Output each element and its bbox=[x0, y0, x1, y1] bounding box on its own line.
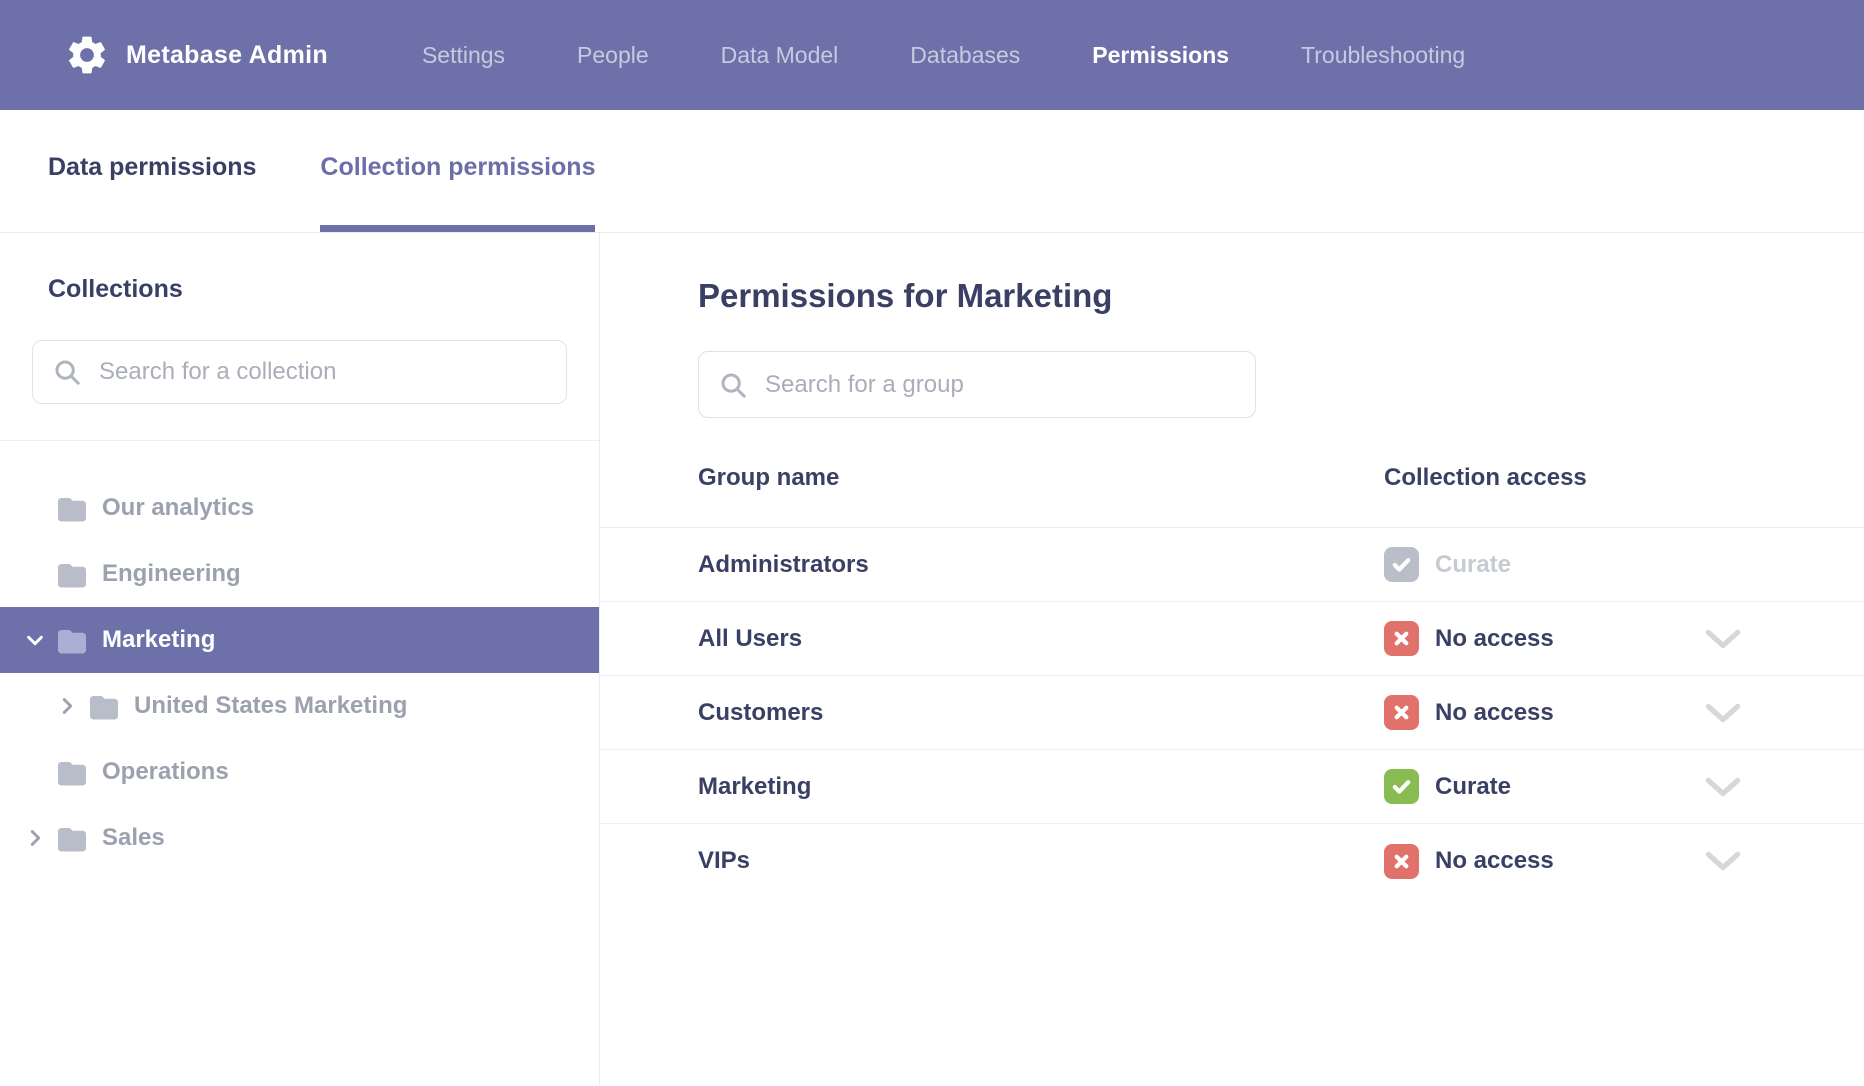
table-header: Group name Collection access bbox=[600, 418, 1864, 528]
page-title: Permissions for Marketing bbox=[698, 277, 1113, 314]
expander-spacer bbox=[22, 495, 48, 521]
nav-item-people[interactable]: People bbox=[577, 41, 649, 68]
folder-icon bbox=[56, 495, 88, 522]
sidebar-item-operations[interactable]: Operations bbox=[0, 739, 599, 805]
chevron-down-icon[interactable] bbox=[22, 627, 48, 653]
collection-label: Marketing bbox=[102, 626, 216, 653]
collection-searchbox bbox=[32, 340, 567, 404]
access-dropdown-chevron-icon[interactable] bbox=[1704, 628, 1742, 650]
sidebar-item-engineering[interactable]: Engineering bbox=[0, 541, 599, 607]
sidebar-item-united-states-marketing[interactable]: United States Marketing bbox=[0, 673, 599, 739]
chevron-right-icon[interactable] bbox=[54, 693, 80, 719]
expander-spacer bbox=[22, 759, 48, 785]
collection-access-cell[interactable]: No access bbox=[1384, 824, 1554, 898]
collection-access-cell[interactable]: No access bbox=[1384, 602, 1554, 675]
nav-item-troubleshooting[interactable]: Troubleshooting bbox=[1301, 41, 1466, 68]
curate-badge-icon[interactable] bbox=[1384, 769, 1419, 804]
group-name: All Users bbox=[698, 624, 803, 652]
folder-icon bbox=[88, 693, 120, 720]
access-label: No access bbox=[1435, 847, 1554, 874]
table-row-all-users: All Users No access bbox=[600, 602, 1864, 676]
brand-title[interactable]: Metabase Admin bbox=[126, 40, 328, 69]
collections-tree: Our analytics Engineering Marketing United … bbox=[0, 475, 599, 871]
sidebar-item-marketing[interactable]: Marketing bbox=[0, 607, 599, 673]
tab-collection-permissions[interactable]: Collection permissions bbox=[320, 110, 596, 232]
sidebar-item-sales[interactable]: Sales bbox=[0, 805, 599, 871]
access-label: No access bbox=[1435, 624, 1554, 652]
chevron-right-icon[interactable] bbox=[22, 825, 48, 851]
access-dropdown-chevron-icon[interactable] bbox=[1704, 702, 1742, 724]
sidebar-item-our-analytics[interactable]: Our analytics bbox=[0, 475, 599, 541]
collection-search-input[interactable] bbox=[32, 340, 567, 404]
no-access-badge-icon[interactable] bbox=[1384, 843, 1419, 879]
folder-icon bbox=[56, 759, 88, 786]
collection-access-cell[interactable]: No access bbox=[1384, 676, 1554, 749]
group-name: Administrators bbox=[698, 550, 869, 578]
folder-icon bbox=[56, 561, 88, 588]
permissions-panel: Permissions for Marketing Group name Col… bbox=[600, 233, 1864, 1085]
permissions-tabbar: Data permissions Collection permissions bbox=[0, 110, 1864, 233]
column-header-collection-access: Collection access bbox=[1384, 464, 1587, 491]
table-row-customers: Customers No access bbox=[600, 676, 1864, 750]
permissions-table-body: Administrators Curate All Users No access Cu… bbox=[600, 528, 1864, 898]
expander-spacer bbox=[22, 561, 48, 587]
sidebar-heading: Collections bbox=[48, 275, 183, 303]
nav-item-data-model[interactable]: Data Model bbox=[720, 41, 839, 68]
group-searchbox bbox=[698, 351, 1256, 418]
collection-label: Operations bbox=[102, 758, 229, 785]
access-dropdown-chevron-icon[interactable] bbox=[1704, 776, 1742, 798]
no-access-badge-icon[interactable] bbox=[1384, 695, 1419, 730]
group-search-input[interactable] bbox=[698, 351, 1256, 418]
collection-access-cell: Curate bbox=[1384, 528, 1511, 601]
group-name: Customers bbox=[698, 698, 824, 726]
collection-access-cell[interactable]: Curate bbox=[1384, 750, 1511, 823]
access-label: Curate bbox=[1435, 550, 1512, 578]
access-dropdown-chevron-icon[interactable] bbox=[1704, 850, 1742, 872]
group-name: VIPs bbox=[698, 847, 751, 874]
collection-label: Engineering bbox=[102, 560, 241, 587]
admin-nav: Settings People Data Model Databases Permiss… bbox=[422, 42, 1465, 69]
folder-icon bbox=[56, 627, 88, 654]
sidebar-divider bbox=[0, 440, 599, 441]
collection-label: Sales bbox=[102, 824, 165, 851]
group-name: Marketing bbox=[698, 772, 812, 800]
folder-icon bbox=[56, 825, 88, 852]
nav-item-settings[interactable]: Settings bbox=[421, 41, 506, 68]
collection-label: United States Marketing bbox=[134, 692, 408, 719]
collections-sidebar: Collections Our analytics Engineering Mark… bbox=[0, 233, 600, 1085]
tab-data-permissions[interactable]: Data permissions bbox=[48, 153, 257, 181]
no-access-badge-icon[interactable] bbox=[1384, 621, 1419, 656]
access-label: Curate bbox=[1435, 772, 1512, 800]
nav-item-databases[interactable]: Databases bbox=[910, 41, 1021, 68]
table-row-administrators: Administrators Curate bbox=[600, 528, 1864, 602]
gear-icon[interactable] bbox=[64, 32, 110, 78]
table-row-vips: VIPs No access bbox=[600, 824, 1864, 898]
table-row-marketing: Marketing Curate bbox=[600, 750, 1864, 824]
nav-item-permissions[interactable]: Permissions bbox=[1092, 41, 1230, 68]
collection-label: Our analytics bbox=[102, 494, 255, 521]
curate-badge-icon bbox=[1384, 547, 1419, 582]
access-label: No access bbox=[1435, 698, 1554, 726]
column-header-group-name: Group name bbox=[698, 464, 840, 491]
admin-navbar: Metabase Admin Settings People Data Model D… bbox=[0, 0, 1864, 110]
